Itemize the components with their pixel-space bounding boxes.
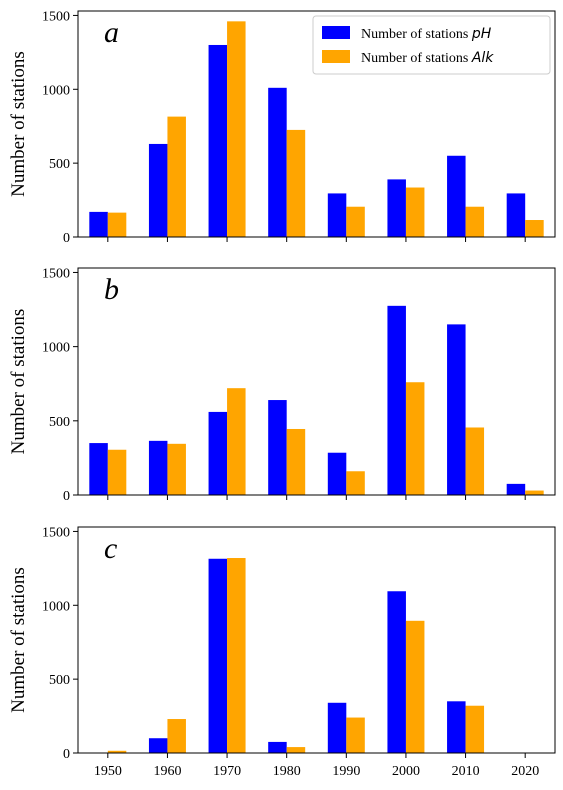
bar-b-ph-2000 bbox=[387, 305, 406, 495]
bar-b-ph-1950 bbox=[89, 443, 108, 495]
bar-c-alk-2010 bbox=[465, 705, 485, 753]
ytick-label: 0 bbox=[63, 231, 70, 246]
bar-c-alk-1960 bbox=[167, 719, 186, 753]
ytick-label: 500 bbox=[49, 673, 70, 688]
panel-letter: c bbox=[104, 532, 117, 565]
xtick-label: 1950 bbox=[94, 764, 122, 779]
ytick-label: 0 bbox=[63, 747, 70, 762]
ytick-label: 1500 bbox=[42, 266, 70, 281]
xtick-label: 1990 bbox=[332, 764, 360, 779]
bar-c-ph-2000 bbox=[387, 591, 406, 753]
legend-entry: Number of stations Alk bbox=[361, 50, 494, 66]
bar-a-alk-2000 bbox=[405, 187, 425, 237]
bar-b-alk-1990 bbox=[346, 471, 365, 495]
panel-c: 0 500 1000 1500 1950 1960 1970 1980 1990 2000 2010… bbox=[8, 525, 556, 779]
bar-b-ph-2010 bbox=[447, 324, 466, 495]
bar-c-ph-1970 bbox=[208, 558, 228, 753]
axes-frame-a bbox=[77, 10, 556, 238]
ytick-label: 500 bbox=[49, 157, 70, 172]
axes-frame-b bbox=[77, 267, 556, 496]
xtick-label: 2000 bbox=[392, 764, 420, 779]
panel-letter: b bbox=[104, 273, 119, 306]
bar-a-ph-1970 bbox=[208, 44, 228, 237]
legend-entry: Number of stations pH bbox=[361, 26, 492, 42]
bar-c-ph-1960 bbox=[148, 738, 168, 753]
xtick-label: 1960 bbox=[153, 764, 181, 779]
bar-c-alk-1950 bbox=[107, 750, 127, 753]
bar-b-ph-1960 bbox=[148, 440, 168, 495]
ytick-label: 500 bbox=[49, 415, 70, 430]
bar-a-ph-2000 bbox=[387, 179, 406, 237]
bar-c-alk-2000 bbox=[405, 620, 425, 753]
legend: Number of stations pH Number of stations … bbox=[312, 15, 551, 75]
bar-c-alk-1970 bbox=[227, 558, 246, 753]
y-axis-label: Number of stations bbox=[8, 51, 29, 197]
legend-box bbox=[312, 15, 551, 75]
bar-b-alk-1970 bbox=[227, 388, 246, 495]
bar-a-alk-1960 bbox=[167, 116, 186, 237]
bar-b-ph-1970 bbox=[208, 411, 228, 495]
ytick-label: 1000 bbox=[42, 83, 70, 98]
panel-letter: a bbox=[104, 16, 119, 49]
bar-b-alk-1950 bbox=[107, 449, 127, 495]
bar-c-ph-1990 bbox=[327, 702, 347, 753]
bar-c-alk-1990 bbox=[346, 717, 365, 753]
bar-a-ph-1960 bbox=[148, 143, 168, 237]
bar-c-ph-2010 bbox=[447, 701, 466, 753]
panel-b: 0 500 1000 1500 Number of stations b bbox=[8, 266, 556, 504]
bar-a-alk-1970 bbox=[227, 21, 246, 238]
bar-a-alk-2020 bbox=[525, 220, 544, 237]
axes-frame-c bbox=[77, 526, 556, 754]
bar-b-alk-2010 bbox=[465, 427, 485, 495]
bar-a-ph-1980 bbox=[268, 87, 287, 237]
legend-swatch bbox=[322, 26, 350, 39]
legend-swatch bbox=[322, 50, 350, 63]
y-axis-label: Number of stations bbox=[8, 567, 29, 713]
bar-a-alk-1950 bbox=[107, 212, 127, 237]
bar-b-ph-1990 bbox=[327, 452, 347, 495]
ytick-label: 1500 bbox=[42, 525, 70, 540]
bar-a-ph-2020 bbox=[506, 193, 526, 237]
xtick-label: 1970 bbox=[213, 764, 241, 779]
bar-b-alk-2020 bbox=[525, 490, 544, 495]
bar-b-ph-2020 bbox=[506, 483, 526, 495]
ytick-label: 1000 bbox=[42, 599, 70, 614]
ytick-label: 1000 bbox=[42, 341, 70, 356]
bar-a-alk-1980 bbox=[286, 129, 306, 237]
bar-b-alk-2000 bbox=[405, 382, 425, 495]
bar-a-ph-2010 bbox=[447, 155, 466, 237]
panel-a: 0 500 1000 1500 Number of stations a bbox=[8, 9, 556, 246]
ytick-label: 1500 bbox=[42, 9, 70, 24]
bar-a-ph-1950 bbox=[89, 211, 108, 237]
xtick-label: 2020 bbox=[511, 764, 539, 779]
y-axis-label: Number of stations bbox=[8, 309, 29, 455]
bar-b-ph-1980 bbox=[268, 400, 287, 495]
xtick-label: 2010 bbox=[452, 764, 480, 779]
bar-a-alk-1990 bbox=[346, 206, 365, 237]
ytick-label: 0 bbox=[63, 489, 70, 504]
xtick-label: 1980 bbox=[273, 764, 301, 779]
bar-b-alk-1980 bbox=[286, 428, 306, 495]
bar-c-ph-1980 bbox=[268, 741, 287, 753]
bar-a-alk-2010 bbox=[465, 206, 485, 237]
bar-c-alk-1980 bbox=[286, 747, 306, 753]
panels: 0 500 1000 1500 Number of stations a 0 500 1000 1… bbox=[8, 9, 556, 779]
bar-b-alk-1960 bbox=[167, 443, 186, 495]
bar-a-ph-1990 bbox=[327, 193, 347, 237]
